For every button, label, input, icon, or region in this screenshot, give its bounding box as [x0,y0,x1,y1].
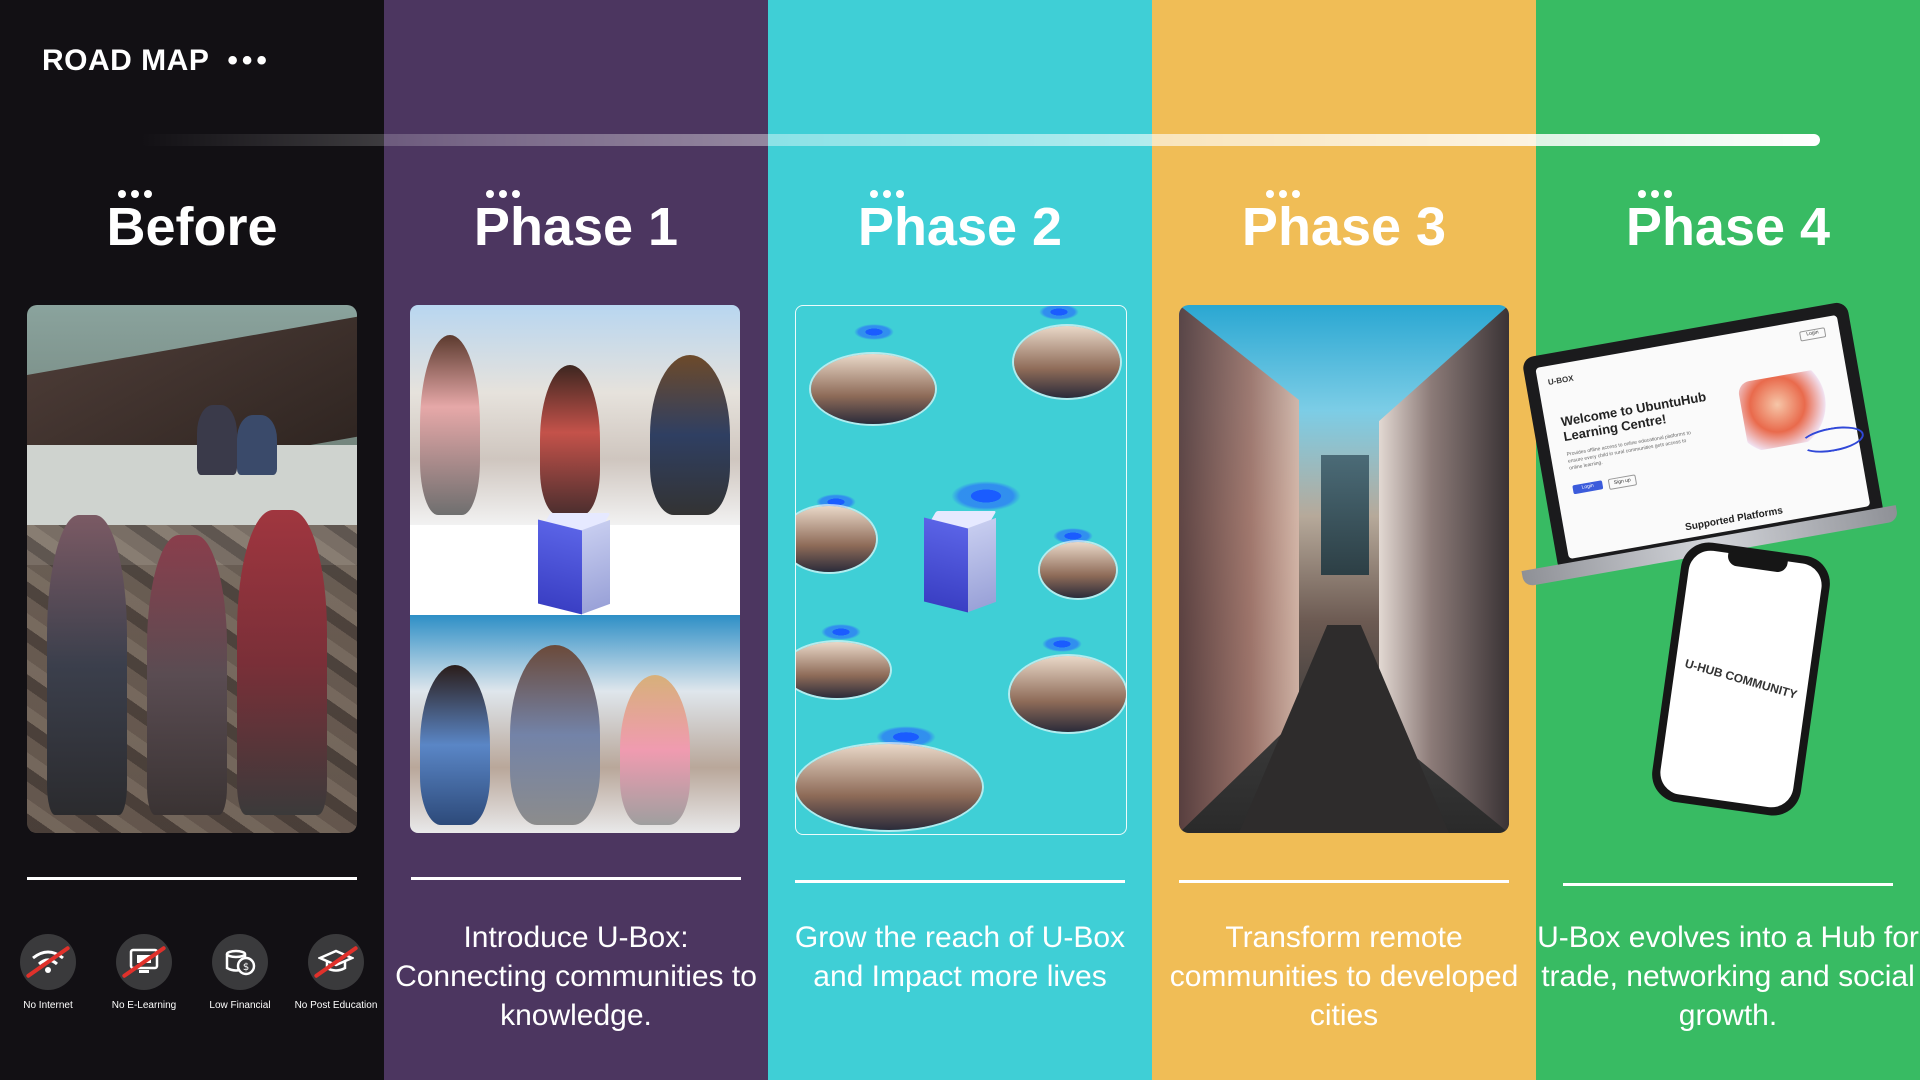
phase-title-4: Phase 4 [1625,197,1831,257]
coins-icon: $ [212,934,268,990]
dots-icon [1638,190,1672,198]
page-title: ROAD MAP [42,44,210,77]
phase-2-network-diagram [795,305,1127,835]
phase-title-before: Before [106,197,278,257]
dots-icon [118,190,152,198]
divider [1563,883,1893,886]
u-box-server-icon [537,513,611,615]
phase-3-description: Transform remote communities to develope… [1169,921,1519,1032]
laptop-brand: U-BOX [1547,373,1575,388]
phase-1-classroom-photo [410,305,740,833]
road-map-header: ROAD MAP ••• [42,44,271,78]
laptop-signup-button[interactable]: Sign up [1607,474,1638,491]
icon-label: Low Financial [209,1000,271,1011]
phase-title-3: Phase 3 [1241,197,1447,257]
dots-icon [870,190,904,198]
phase-4-description: U-Box evolves into a Hub for trade, netw… [1537,921,1919,1032]
no-e-learning-item: No E-Learning [96,934,192,1012]
icon-label: No Post Education [294,1000,378,1011]
low-financial-item: $ Low Financial [192,934,288,1012]
dots-icon [1266,190,1300,198]
no-internet-item: No Internet [0,934,96,1012]
phase-3-city-street-photo [1179,305,1509,833]
divider [1179,880,1509,883]
icon-label: No Internet [23,1000,73,1011]
laptop-screen: U-BOX Login Welcome to UbuntuHub Learnin… [1521,301,1885,575]
phone-community-text: U-HUB COMMUNITY [1683,656,1799,702]
phase-title-2: Phase 2 [857,197,1063,257]
before-photo [27,305,357,833]
svg-text:$: $ [243,962,249,973]
laptop-login-button[interactable]: Login [1572,480,1604,495]
timeline-bar [140,134,1820,146]
before-icons: No Internet No E-Learning $ Low Financia… [0,934,384,1012]
divider [27,877,357,880]
u-box-server-icon [923,511,997,613]
phase-title-1: Phase 1 [473,197,679,257]
wifi-icon [20,934,76,990]
more-dots-icon: ••• [227,44,271,77]
phase-1-description: Introduce U-Box: Connecting communities … [395,921,757,1032]
no-post-education-item: No Post Education [288,934,384,1012]
e-learning-icon [116,934,172,990]
icon-label: No E-Learning [111,1000,177,1011]
laptop-top-login-button[interactable]: Login [1799,327,1827,342]
divider [795,880,1125,883]
graduation-cap-icon [308,934,364,990]
divider [411,877,741,880]
dots-icon [486,190,520,198]
phase-2-description: Grow the reach of U-Box and Impact more … [794,921,1126,993]
